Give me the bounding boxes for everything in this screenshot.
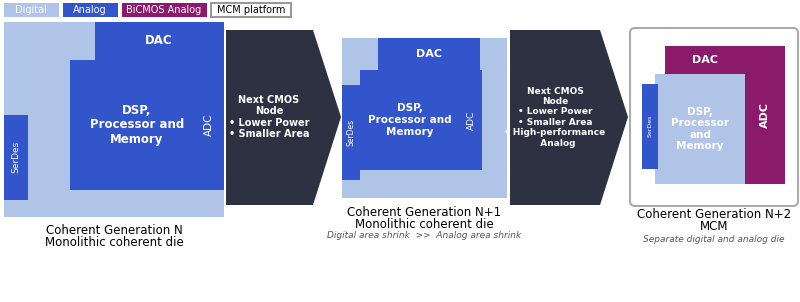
Bar	[63, 3, 118, 17]
Text: Monolithic coherent die: Monolithic coherent die	[354, 217, 494, 230]
Text: ADC: ADC	[760, 102, 770, 128]
FancyBboxPatch shape	[630, 28, 798, 206]
Text: MCM platform: MCM platform	[217, 5, 285, 15]
Text: Next CMOS
Node
• Lower Power
• Smaller Area: Next CMOS Node • Lower Power • Smaller A…	[229, 95, 310, 140]
Text: Coherent Generation N: Coherent Generation N	[46, 224, 182, 237]
Text: Coherent Generation N+2: Coherent Generation N+2	[637, 208, 791, 221]
Bar	[4, 115, 28, 200]
Text: DAC: DAC	[145, 34, 173, 47]
Bar	[378, 38, 480, 70]
Bar	[665, 46, 745, 74]
Bar	[745, 46, 785, 184]
Text: Coherent Generation N+1: Coherent Generation N+1	[347, 205, 501, 219]
Text: SerDes: SerDes	[647, 115, 653, 137]
Polygon shape	[510, 30, 628, 205]
Text: BiCMOS Analog: BiCMOS Analog	[126, 5, 202, 15]
Text: DSP,
Processor
and
Memory: DSP, Processor and Memory	[671, 107, 729, 151]
Text: DAC: DAC	[692, 55, 718, 65]
Text: SerDes: SerDes	[11, 141, 21, 173]
Polygon shape	[226, 30, 341, 205]
Text: Next CMOS
Node
• Lower Power
• Smaller Area
• High-performance
  Analog: Next CMOS Node • Lower Power • Smaller A…	[504, 86, 606, 147]
Bar	[342, 85, 360, 180]
Bar	[70, 60, 205, 190]
Text: DSP,
Processor and
Memory: DSP, Processor and Memory	[90, 104, 184, 146]
Text: Digital: Digital	[15, 5, 47, 15]
Text: Digital area shrink  >>  Analog area shrink: Digital area shrink >> Analog area shrin…	[327, 232, 521, 240]
Bar	[4, 3, 59, 17]
Text: ADC: ADC	[466, 110, 475, 130]
Bar	[4, 22, 224, 217]
Text: DAC: DAC	[416, 49, 442, 59]
Bar	[460, 70, 482, 170]
Bar	[655, 74, 745, 184]
Text: DSP,
Processor and
Memory: DSP, Processor and Memory	[368, 103, 452, 137]
Bar	[195, 60, 224, 190]
Bar	[342, 38, 507, 198]
Bar	[122, 3, 207, 17]
Text: ADC: ADC	[204, 114, 214, 136]
Bar	[211, 3, 291, 17]
Text: MCM: MCM	[700, 220, 728, 233]
Text: Monolithic coherent die: Monolithic coherent die	[45, 236, 183, 249]
Bar	[360, 70, 460, 170]
Bar	[642, 84, 658, 169]
Text: Analog: Analog	[73, 5, 107, 15]
Text: Separate digital and analog die: Separate digital and analog die	[643, 234, 785, 243]
Text: SerDes: SerDes	[346, 118, 355, 146]
Bar	[95, 22, 224, 60]
